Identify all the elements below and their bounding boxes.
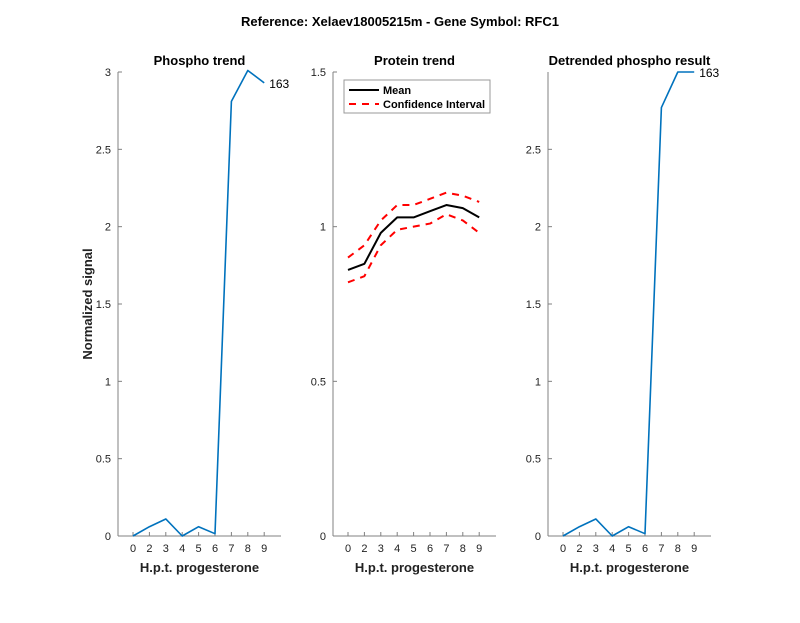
x-tick-label: 7 [228, 543, 234, 555]
legend-entry-ci: Confidence Interval [383, 99, 485, 111]
x-tick-label: 2 [576, 543, 582, 555]
subplot-title: Protein trend [374, 53, 455, 68]
x-tick-label: 6 [427, 543, 433, 555]
data-end-label: 163 [699, 66, 719, 80]
x-tick-label: 6 [642, 543, 648, 555]
y-tick-label: 2.5 [526, 144, 541, 156]
y-tick-label: 1 [105, 376, 111, 388]
x-tick-label: 0 [560, 543, 566, 555]
legend: Mean Confidence Interval [343, 79, 491, 114]
x-tick-label: 5 [626, 543, 632, 555]
y-tick-label: 0.5 [96, 454, 111, 466]
series-line-ci-lower [347, 213, 480, 284]
y-tick-label: 1 [535, 376, 541, 388]
x-axis-label: H.p.t. progesterone [355, 560, 474, 575]
x-tick-label: 7 [658, 543, 664, 555]
x-tick-label: 9 [476, 543, 482, 555]
y-tick-label: 1.5 [311, 67, 326, 79]
x-tick-label: 3 [593, 543, 599, 555]
legend-box [343, 79, 491, 114]
y-tick-label: 0 [105, 531, 111, 543]
x-tick-label: 7 [443, 543, 449, 555]
y-tick-label: 2.5 [96, 144, 111, 156]
y-tick-label: 2 [105, 222, 111, 234]
y-tick-label: 0.5 [311, 376, 326, 388]
series-line-ci-upper [347, 191, 480, 259]
x-axis-label: H.p.t. progesterone [140, 560, 259, 575]
x-tick-label: 3 [163, 543, 169, 555]
y-tick-label: 3 [105, 67, 111, 79]
figure-title: Reference: Xelaev18005215m - Gene Symbol… [241, 14, 559, 29]
x-tick-label: 6 [212, 543, 218, 555]
y-tick-label: 0 [320, 531, 326, 543]
subplot-title: Detrended phospho result [549, 53, 711, 68]
series-line-phospho [132, 69, 265, 537]
series-line-mean [347, 204, 480, 271]
x-tick-label: 2 [361, 543, 367, 555]
x-tick-label: 4 [609, 543, 615, 555]
series-line-detrended [562, 71, 695, 537]
x-tick-label: 5 [411, 543, 417, 555]
x-tick-label: 4 [394, 543, 400, 555]
x-tick-label: 9 [261, 543, 267, 555]
x-tick-label: 8 [675, 543, 681, 555]
x-tick-label: 9 [691, 543, 697, 555]
y-axis-label: Normalized signal [80, 248, 95, 359]
x-axis-label: H.p.t. progesterone [570, 560, 689, 575]
x-tick-label: 3 [378, 543, 384, 555]
x-tick-label: 5 [196, 543, 202, 555]
x-tick-label: 0 [345, 543, 351, 555]
y-tick-label: 0 [535, 531, 541, 543]
y-tick-label: 1.5 [526, 299, 541, 311]
subplot-title: Phospho trend [154, 53, 246, 68]
y-tick-label: 1 [320, 222, 326, 234]
y-tick-label: 2 [535, 222, 541, 234]
legend-entry-mean: Mean [383, 85, 411, 97]
x-tick-label: 8 [245, 543, 251, 555]
y-tick-label: 0.5 [526, 454, 541, 466]
x-tick-label: 0 [130, 543, 136, 555]
x-tick-label: 4 [179, 543, 185, 555]
data-end-label: 163 [269, 77, 289, 91]
x-tick-label: 2 [146, 543, 152, 555]
y-tick-label: 1.5 [96, 299, 111, 311]
x-tick-label: 8 [460, 543, 466, 555]
